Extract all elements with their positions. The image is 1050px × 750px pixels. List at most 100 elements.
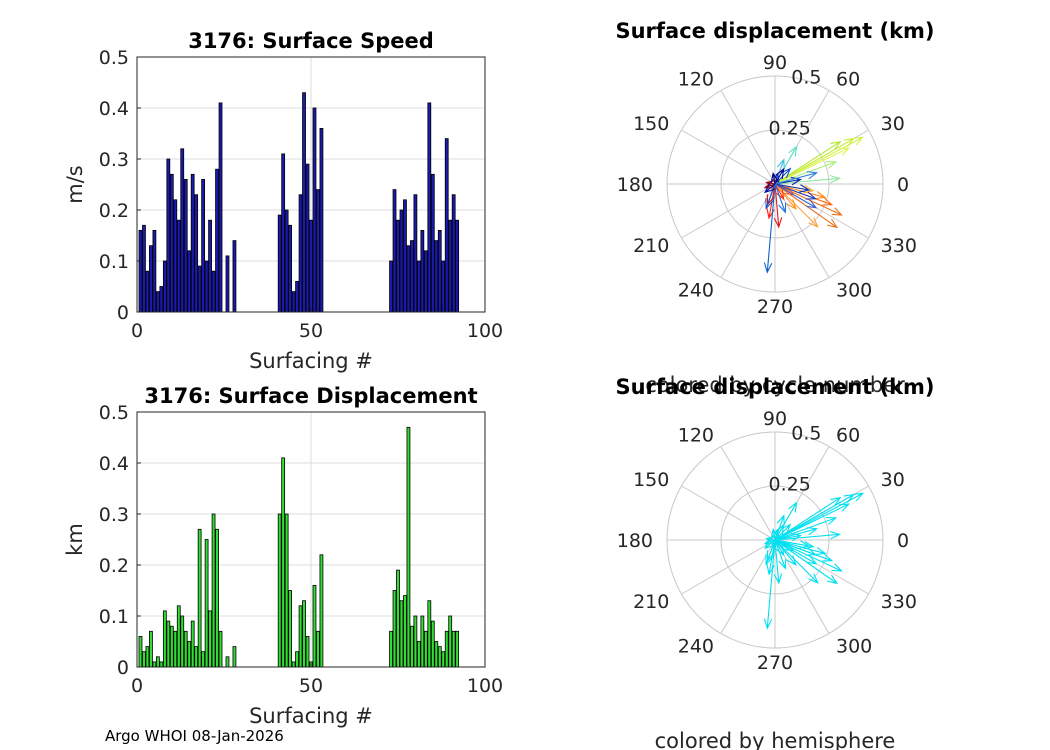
x-axis-label: Surfacing # xyxy=(249,704,373,728)
bar xyxy=(281,153,286,313)
displacement-vector xyxy=(774,167,785,185)
bar xyxy=(312,585,317,668)
bar xyxy=(190,620,195,668)
displacement-vector xyxy=(774,183,797,210)
bar xyxy=(169,173,174,313)
bar xyxy=(218,102,223,313)
displacement-vector xyxy=(774,183,827,200)
displacement-vector xyxy=(770,171,779,185)
angle-tick-label: 60 xyxy=(836,68,860,90)
angle-tick-label: 270 xyxy=(757,652,793,674)
x-tick-label: 100 xyxy=(467,320,503,342)
angle-tick-label: 210 xyxy=(633,235,669,257)
bar xyxy=(194,194,199,313)
bar xyxy=(305,636,310,668)
angle-tick-label: 30 xyxy=(881,113,905,135)
displacement-vector xyxy=(773,183,783,229)
bar xyxy=(427,102,432,313)
bar xyxy=(448,219,453,313)
bar xyxy=(455,630,460,668)
bar xyxy=(176,219,181,313)
displacement-vector xyxy=(763,183,776,194)
bar xyxy=(423,630,428,668)
x-tick-label: 100 xyxy=(467,675,503,697)
bar xyxy=(204,260,209,313)
displacement-vector xyxy=(774,539,797,566)
bar xyxy=(302,92,306,313)
angle-tick-label: 180 xyxy=(617,530,653,552)
bar xyxy=(392,189,397,313)
displacement-vector xyxy=(765,183,776,210)
polar-ring xyxy=(666,75,884,293)
bar xyxy=(291,661,296,668)
bar xyxy=(180,148,185,313)
displacement-vector xyxy=(763,183,776,274)
x-tick-label: 50 xyxy=(299,320,323,342)
bar xyxy=(169,625,174,668)
bar xyxy=(159,661,164,668)
bar xyxy=(162,610,167,668)
bar xyxy=(316,189,320,313)
bar xyxy=(451,194,456,313)
bar xyxy=(187,250,192,313)
bar xyxy=(183,630,188,668)
bar xyxy=(434,641,439,668)
bar xyxy=(312,107,317,313)
x-tick-label: 50 xyxy=(299,675,323,697)
angle-tick-label: 30 xyxy=(881,469,905,491)
angle-tick-label: 120 xyxy=(678,424,714,446)
bar xyxy=(420,229,425,313)
displacement-vector xyxy=(774,539,827,556)
y-tick-label: 0.3 xyxy=(99,504,129,526)
polar-caption: colored by hemisphere xyxy=(655,729,896,750)
y-tick-label: 0.4 xyxy=(99,98,129,120)
bar xyxy=(142,224,146,313)
angle-tick-label: 90 xyxy=(763,408,787,430)
displacement-vector xyxy=(774,527,819,541)
displacement-vector xyxy=(774,183,818,209)
bar xyxy=(180,615,185,668)
angle-tick-label: 270 xyxy=(757,296,793,318)
bar xyxy=(455,219,460,313)
y-tick-label: 0.4 xyxy=(99,453,129,475)
displacement-vector xyxy=(774,530,842,541)
angle-tick-label: 300 xyxy=(836,280,872,302)
bar xyxy=(232,646,237,668)
bar xyxy=(389,260,393,313)
bar xyxy=(406,245,411,313)
bar xyxy=(194,646,199,668)
angle-tick-label: 90 xyxy=(763,52,787,74)
bar xyxy=(437,646,442,668)
bar xyxy=(284,209,289,313)
bar xyxy=(166,158,171,313)
angle-tick-label: 150 xyxy=(633,113,669,135)
bar xyxy=(430,173,435,313)
bar xyxy=(423,250,428,313)
angle-tick-label: 180 xyxy=(617,174,653,196)
bar xyxy=(277,513,282,668)
bar xyxy=(215,528,219,668)
bar xyxy=(403,199,407,313)
bar xyxy=(187,641,192,668)
bar xyxy=(183,178,188,313)
bar xyxy=(444,630,449,668)
displacement-vector xyxy=(774,140,842,185)
polar-plot-hemisphere: 0 30 60 90 120 150 180 210 240 270 300 330 0.25 0.5 Su… xyxy=(615,375,934,750)
y-tick-label: 0.1 xyxy=(99,251,129,273)
radial-tick-label: 0.25 xyxy=(769,118,811,140)
bar xyxy=(305,163,310,313)
bar xyxy=(211,270,216,313)
polar-ring xyxy=(666,431,884,649)
bar xyxy=(403,595,407,668)
bar xyxy=(208,219,212,313)
bar xyxy=(288,224,292,313)
displacement-vector xyxy=(774,539,811,549)
radial-tick-label: 0.25 xyxy=(769,474,811,496)
bar xyxy=(145,646,150,668)
speed-bar-chart: 0 50 100 0 0.1 0.2 0.3 0.4 0.5 3176: Surface Spee… xyxy=(63,29,503,373)
radial-tick-label: 0.5 xyxy=(791,422,821,444)
radial-tick-label: 0.5 xyxy=(791,66,821,88)
bar xyxy=(225,255,230,313)
bar xyxy=(399,209,404,313)
